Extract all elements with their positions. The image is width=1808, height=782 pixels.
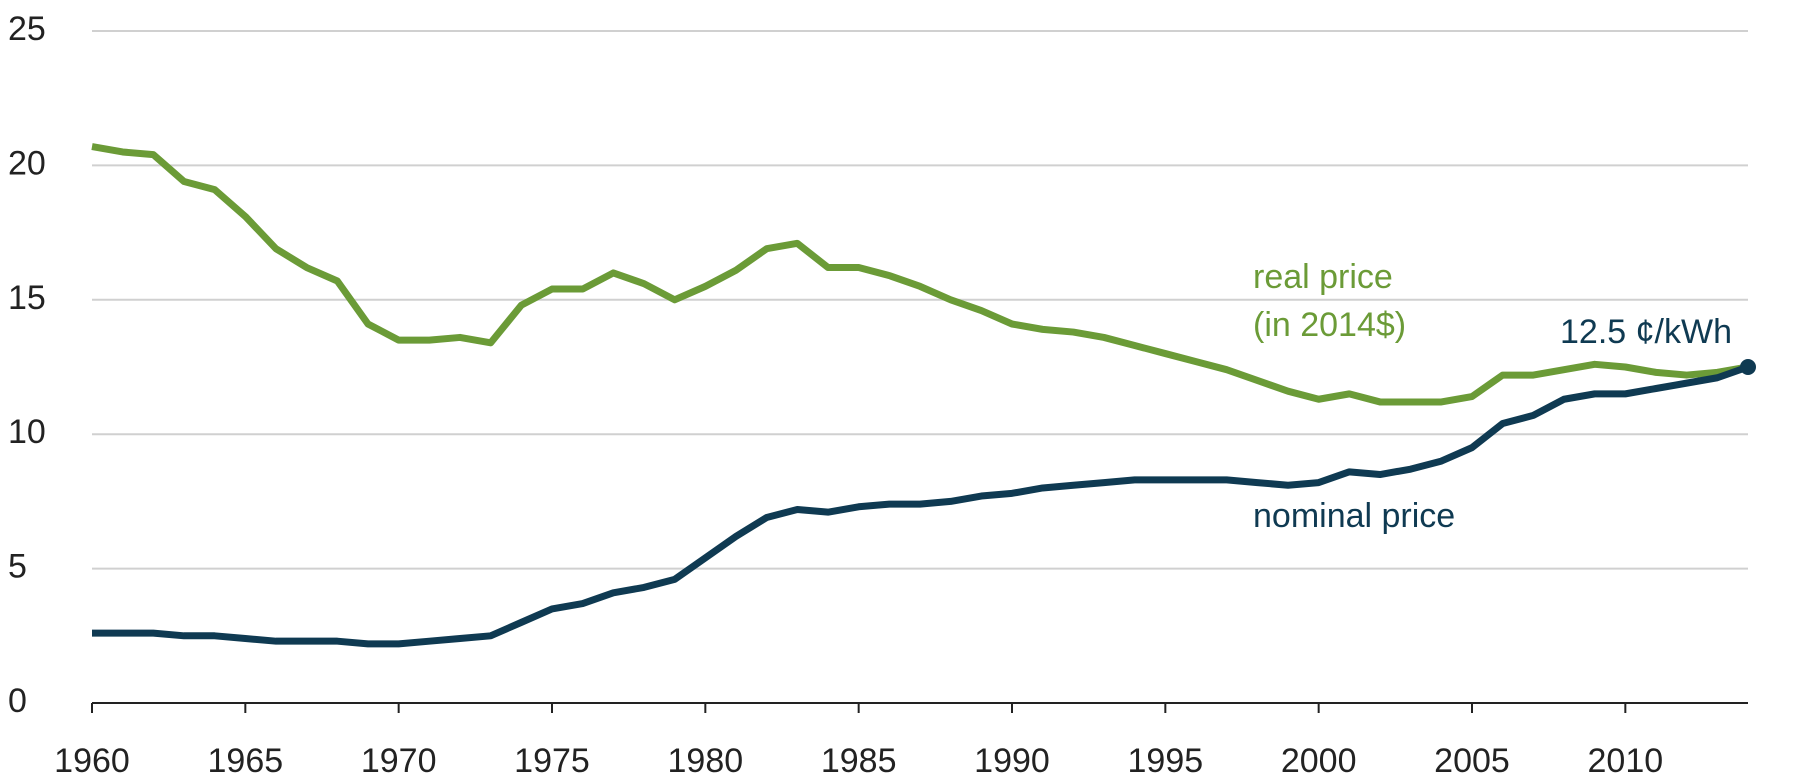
y-tick-label: 10: [8, 413, 46, 451]
x-tick-label: 2000: [1281, 742, 1357, 780]
x-tick-label: 1990: [974, 742, 1050, 780]
annotation: real price: [1253, 258, 1393, 296]
x-tick-label: 1970: [361, 742, 437, 780]
y-tick-label: 20: [8, 144, 46, 182]
y-tick-label: 25: [8, 10, 46, 48]
x-tick-label: 1960: [54, 742, 130, 780]
x-tick-label: 1980: [668, 742, 744, 780]
y-tick-label: 0: [8, 682, 27, 720]
annotation: (in 2014$): [1253, 306, 1406, 344]
x-tick-label: 1975: [514, 742, 590, 780]
x-tick-label: 2005: [1434, 742, 1510, 780]
series-line: [92, 363, 1750, 648]
y-tick-label: 15: [8, 279, 46, 317]
end-marker: [1740, 359, 1756, 375]
annotation: nominal price: [1253, 497, 1455, 535]
x-tick-label: 1965: [208, 742, 284, 780]
y-tick-label: 5: [8, 548, 27, 586]
series-line: [91, 143, 1749, 406]
x-tick-label: 2010: [1588, 742, 1664, 780]
annotation: 12.5 ¢/kWh: [1560, 313, 1732, 351]
x-tick-label: 1985: [821, 742, 897, 780]
x-tick-label: 1995: [1128, 742, 1204, 780]
